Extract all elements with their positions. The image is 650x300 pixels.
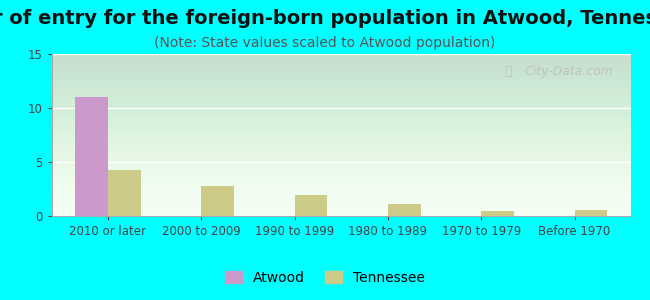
Text: City-Data.com: City-Data.com (525, 65, 613, 78)
Bar (108, 169, 140, 216)
Bar (75, 97, 108, 216)
Bar (575, 209, 607, 216)
Bar (388, 204, 421, 216)
Legend: Atwood, Tennessee: Atwood, Tennessee (219, 265, 431, 290)
Bar (481, 211, 514, 216)
Bar (202, 186, 234, 216)
Text: Year of entry for the foreign-born population in Atwood, Tennessee: Year of entry for the foreign-born popul… (0, 9, 650, 28)
Text: (Note: State values scaled to Atwood population): (Note: State values scaled to Atwood pop… (154, 36, 496, 50)
Bar (294, 196, 327, 216)
Text: ⓘ: ⓘ (504, 65, 512, 78)
